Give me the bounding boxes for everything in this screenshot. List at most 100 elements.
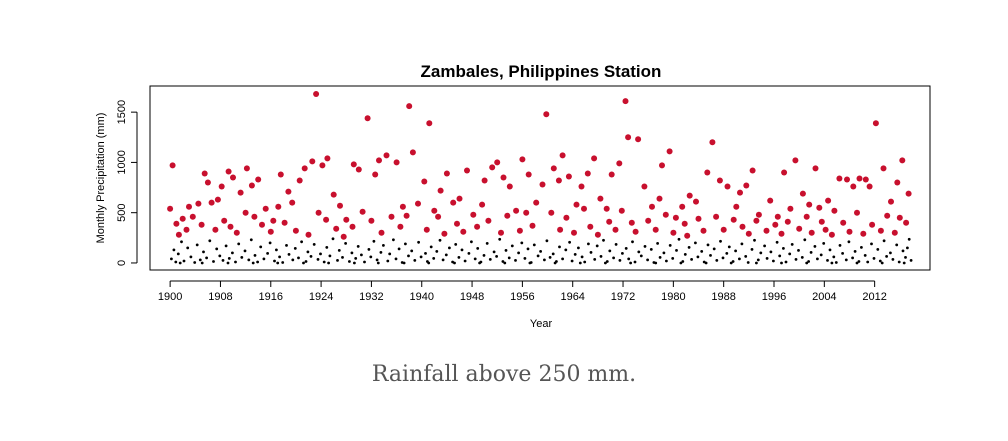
rainfall-point-below [172,248,176,252]
rainfall-point-above [550,165,557,172]
rainfall-point-above [441,230,448,237]
rainfall-point-above [525,171,532,178]
rainfall-point-above [305,231,312,238]
rainfall-point-below [578,261,582,265]
rainfall-point-below [800,256,804,259]
rainfall-point-above [364,115,371,122]
rainfall-point-below [687,246,691,249]
rainfall-point-below [224,244,228,248]
rainfall-point-above [175,231,182,238]
rainfall-point-above [221,217,228,224]
rainfall-point-below [668,244,672,247]
rainfall-point-above [481,177,488,184]
rainfall-point-above [816,204,823,211]
rainfall-point-above [622,98,629,105]
rainfall-point-above [672,214,679,221]
rainfall-point-below [775,240,779,244]
rainfall-point-below [830,261,834,265]
rainfall-point-above [315,209,322,216]
rainfall-point-above [281,219,288,226]
y-tick-label: 1500 [116,100,128,124]
rainfall-point-above [169,162,176,169]
rainfall-point-below [363,260,366,264]
rainfall-point-below [473,257,477,261]
x-tick-label: 1956 [510,291,534,303]
rainfall-point-below [388,252,392,256]
x-axis-label: Year [530,318,553,330]
rainfall-point-below [694,241,697,245]
rainfall-point-above [415,200,421,207]
rainfall-point-above [403,212,410,219]
rainfall-point-below [226,261,230,265]
rainfall-point-above [523,209,530,216]
rainfall-point-below [444,253,448,257]
rainfall-point-below [907,237,911,241]
rainfall-point-below [327,261,330,265]
rainfall-point-below [251,261,255,265]
rainfall-point-below [794,258,798,261]
rainfall-point-above [277,171,284,178]
rainfall-point-below [602,238,605,242]
rainfall-point-above [456,195,463,202]
rainfall-point-below [174,260,178,264]
rainfall-point-below [637,250,641,254]
rainfall-point-above [652,226,659,233]
rainfall-point-below [797,249,800,252]
rainfall-point-below [429,245,433,249]
rainfall-point-below [528,261,532,265]
rainfall-point-above [822,226,829,233]
rainfall-point-above [183,226,190,233]
rainfall-point-above [454,220,460,227]
rainfall-point-above [730,216,737,223]
rainfall-point-below [337,249,341,252]
rainfall-point-below [356,245,360,248]
rainfall-point-below [302,261,305,265]
rainfall-point-below [725,252,729,255]
rainfall-point-below [857,260,861,263]
rainfall-point-above [443,170,450,177]
rainfall-point-below [568,240,571,244]
rainfall-point-below [729,261,733,265]
rainfall-point-below [215,247,219,251]
rainfall-point-below [904,256,907,259]
rainfall-point-above [529,222,536,229]
rainfall-point-above [733,203,740,210]
rainfall-point-above [894,179,901,186]
rainfall-point-below [721,256,725,260]
rainfall-point-below [548,256,552,259]
rainfall-point-below [838,244,842,247]
rainfall-point-above [603,205,610,212]
rainfall-point-below [485,242,489,245]
rainfall-point-above [581,205,587,212]
rainfall-point-above [709,139,716,146]
rainfall-point-below [463,259,467,263]
rainfall-point-above [686,192,693,199]
rainfall-point-above [812,165,819,172]
rainfall-point-above [578,183,585,190]
rainfall-point-above [214,196,221,203]
rainfall-point-below [198,258,202,262]
rainfall-point-below [750,248,754,251]
rainfall-point-below [614,243,618,246]
rainfall-point-below [281,261,285,264]
x-tick-label: 1980 [661,291,685,303]
rainfall-point-above [474,223,481,230]
rainfall-point-above [296,177,303,184]
rainfall-point-below [844,258,848,262]
rainfall-point-below [476,247,480,250]
rainfall-point-below [704,261,708,265]
rainfall-point-below [889,251,892,255]
rainfall-point-below [891,258,895,261]
rainfall-point-below [319,252,322,256]
rainfall-point-above [233,229,240,236]
rainfall-point-above [218,183,225,190]
rainfall-point-above [494,159,501,166]
rainfall-point-above [767,197,774,204]
y-tick-label: 1000 [116,150,128,174]
rainfall-point-below [259,245,263,249]
rainfall-point-above [399,203,406,210]
rainfall-point-below [675,249,678,252]
rainfall-point-below [769,250,773,254]
rainfall-point-below [170,257,173,261]
